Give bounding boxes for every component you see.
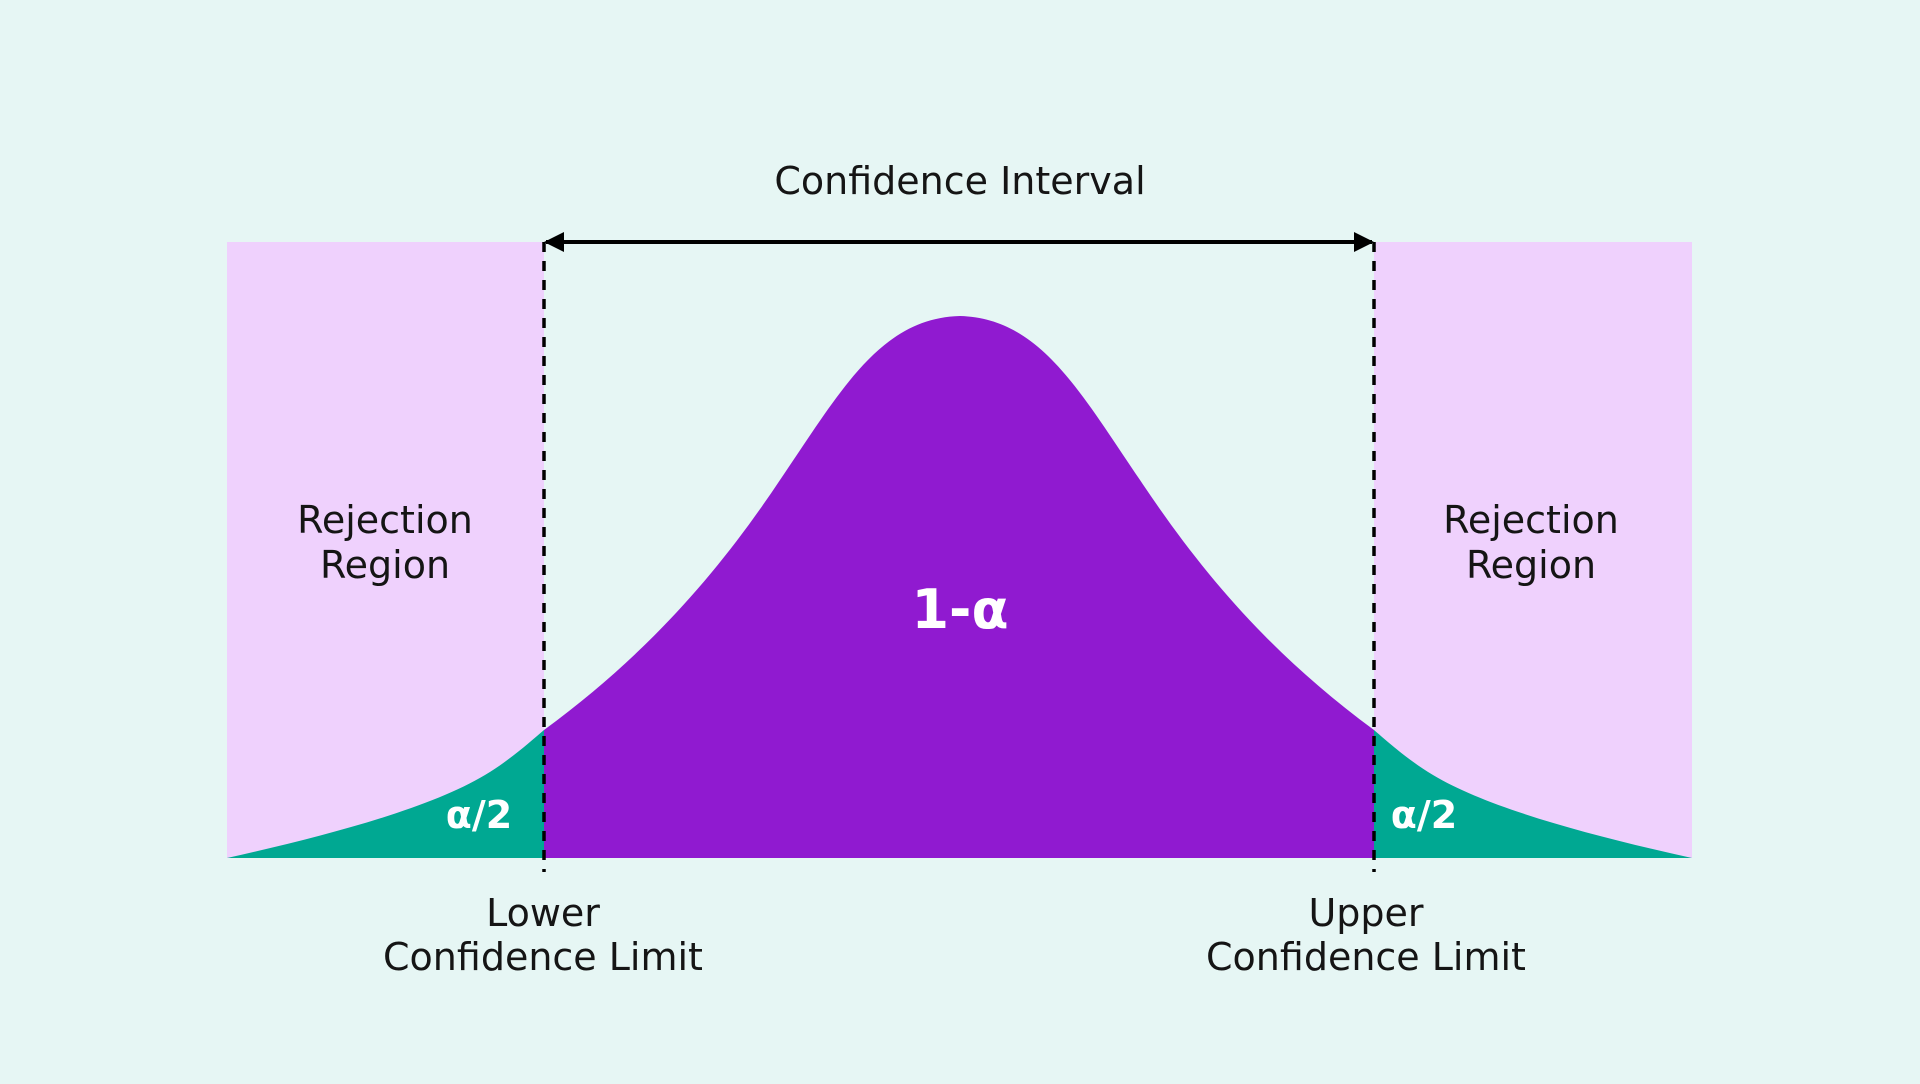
right-region-label-line2: Region bbox=[1466, 543, 1596, 587]
right-region-label-line1: Rejection bbox=[1443, 498, 1619, 542]
right-tail-area bbox=[1374, 730, 1692, 858]
right-rejection-region bbox=[1374, 242, 1692, 858]
central-area bbox=[544, 316, 1374, 858]
left-rejection-region bbox=[227, 242, 544, 858]
left-region-label-line1: Rejection bbox=[297, 498, 473, 542]
lower-limit-label-line1: Lower bbox=[486, 891, 600, 935]
left-tail-label: α/2 bbox=[446, 793, 512, 837]
upper-limit-label-line1: Upper bbox=[1308, 891, 1423, 935]
upper-limit-label-line2: Confidence Limit bbox=[1206, 935, 1526, 979]
interval-label: Confidence Interval bbox=[774, 159, 1145, 203]
center-area-label: 1-α bbox=[911, 578, 1008, 641]
left-region-label-line2: Region bbox=[320, 543, 450, 587]
right-tail-label: α/2 bbox=[1391, 793, 1457, 837]
left-tail-area bbox=[227, 730, 544, 858]
lower-limit-label-line2: Confidence Limit bbox=[383, 935, 703, 979]
